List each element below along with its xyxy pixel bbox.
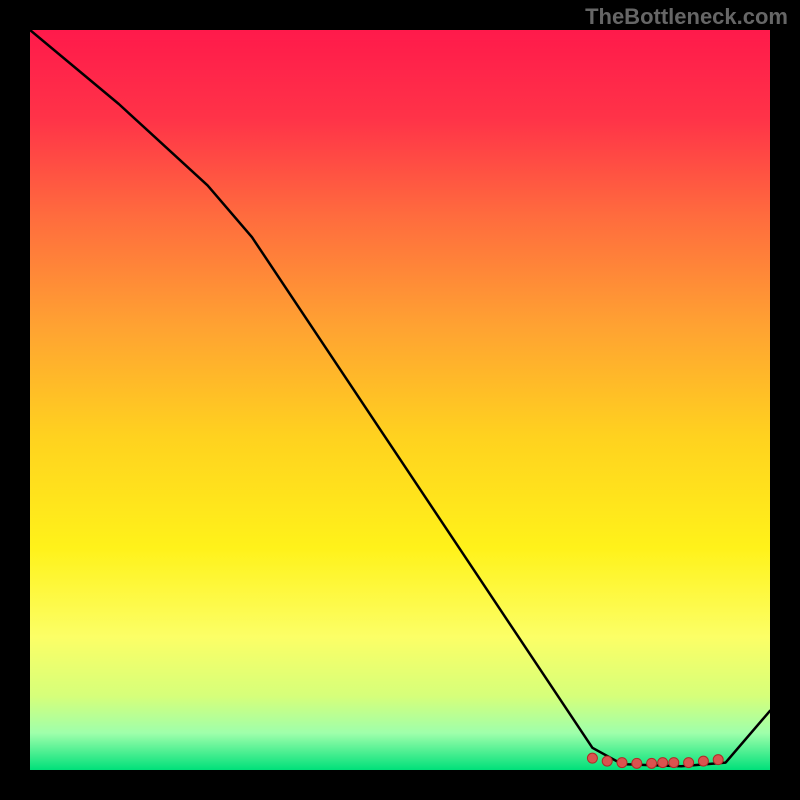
bottleneck-curve bbox=[30, 30, 770, 766]
optimal-marker bbox=[669, 758, 679, 768]
curve-layer bbox=[30, 30, 770, 770]
optimal-marker bbox=[684, 758, 694, 768]
watermark-text: TheBottleneck.com bbox=[585, 4, 788, 30]
optimal-marker bbox=[587, 753, 597, 763]
optimal-marker bbox=[713, 755, 723, 765]
optimal-marker bbox=[647, 758, 657, 768]
optimal-marker bbox=[617, 758, 627, 768]
optimal-marker bbox=[632, 758, 642, 768]
optimal-marker bbox=[602, 756, 612, 766]
chart-frame: TheBottleneck.com bbox=[0, 0, 800, 800]
optimal-marker bbox=[698, 756, 708, 766]
plot-area bbox=[30, 30, 770, 770]
optimal-marker bbox=[658, 758, 668, 768]
